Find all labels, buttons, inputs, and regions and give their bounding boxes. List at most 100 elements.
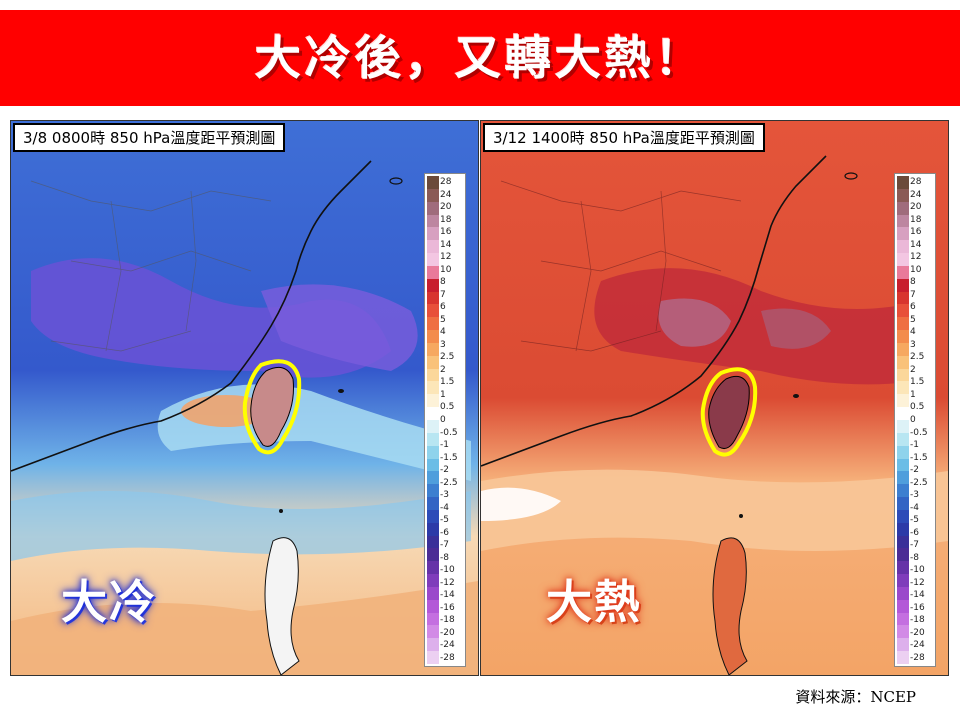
colorbar-tick-label: -7	[440, 540, 449, 551]
colorbar-tick-label: -6	[440, 527, 449, 538]
colorbar-swatch	[897, 214, 909, 228]
colorbar-tick-label: -1	[910, 440, 919, 451]
colorbar-tick-label: -1	[440, 440, 449, 451]
colorbar-swatch	[897, 253, 909, 267]
colorbar-swatch	[427, 638, 439, 652]
colorbar-swatch	[897, 625, 909, 639]
colorbar-tick-label: 1	[440, 389, 446, 400]
colorbar-tick-label: 28	[910, 177, 922, 188]
colorbar-swatch	[897, 509, 909, 524]
colorbar-swatch	[427, 253, 439, 267]
panel-label-cold: 3/8 0800時 850 hPa溫度距平預測圖	[13, 123, 286, 152]
luzon-island	[264, 537, 300, 675]
colorbar-cold: 28 24 20 18 16 14 12 10 8 7 6 5 4 3 2.5 2 1.5 1 0.5 0 -0.5 -1…	[424, 173, 466, 667]
colorbar-tick-label: 1.5	[910, 377, 925, 388]
colorbar-tick-label: -5	[910, 515, 919, 526]
colorbar-swatch	[897, 381, 909, 395]
colorbar-tick-label: -0.5	[440, 427, 458, 438]
colorbar-tick-label: -1.5	[910, 452, 928, 463]
colorbar-swatch	[427, 522, 439, 537]
colorbar-swatches	[897, 176, 909, 665]
colorbar-tick-label: -16	[910, 602, 925, 613]
colorbar-swatch	[427, 471, 439, 485]
colorbar-tick-label: -12	[440, 577, 455, 588]
colorbar-swatch	[897, 497, 909, 511]
colorbar-swatch	[427, 330, 439, 344]
colorbar-swatch	[427, 355, 439, 370]
island-marker	[844, 172, 858, 180]
colorbar-tick-label: -0.5	[910, 427, 928, 438]
colorbar-swatch	[427, 201, 439, 215]
colorbar-tick-label: 14	[440, 239, 452, 250]
colorbar-swatch	[897, 368, 909, 382]
taiwan-island	[250, 366, 294, 447]
peak-warm-region-east	[761, 308, 831, 349]
colorbar-swatch	[427, 458, 439, 472]
island-marker	[279, 509, 283, 513]
colorbar-tick-label: -20	[440, 627, 455, 638]
colorbar-tick-label: -28	[910, 652, 925, 663]
colorbar-tick-label: 2.5	[440, 352, 455, 363]
colorbar-swatch	[897, 586, 909, 601]
island-marker	[793, 394, 799, 398]
colorbar-tick-label: 2.5	[910, 352, 925, 363]
strong-warm-region	[594, 268, 921, 385]
colorbar-swatch	[897, 535, 909, 549]
province-borders	[30, 180, 272, 352]
colorbar-hot: 28 24 20 18 16 14 12 10 8 7 6 5 4 3 2.5 2 1.5 1 0.5 0 -0.5 -1…	[894, 173, 936, 667]
colorbar-tick-label: 0.5	[440, 402, 455, 413]
colorbar-swatch	[897, 484, 909, 498]
colorbar-tick-label: -14	[440, 590, 455, 601]
warm-pocket	[181, 395, 271, 427]
china-coastline	[481, 155, 827, 467]
colorbar-tick-label: 24	[910, 189, 922, 200]
colorbar-swatch	[427, 342, 439, 357]
map-panel-hot: 3/12 1400時 850 hPa溫度距平預測圖 28 24 20 18 16 14 12…	[480, 120, 949, 676]
colorbar-swatch	[427, 497, 439, 511]
province-borders	[500, 180, 742, 352]
colorbar-tick-label: 10	[440, 264, 452, 275]
panel-label-hot: 3/12 1400時 850 hPa溫度距平預測圖	[483, 123, 765, 152]
taiwan-island	[708, 375, 750, 450]
colorbar-tick-label: 3	[440, 339, 446, 350]
colorbar-tick-label: -10	[440, 565, 455, 576]
colorbar-tick-label: 8	[910, 277, 916, 288]
colorbar-tick-label: -12	[910, 577, 925, 588]
colorbar-swatch	[897, 188, 909, 203]
colorbar-swatch	[897, 394, 909, 408]
island-marker	[389, 177, 403, 185]
colorbar-swatch	[427, 188, 439, 203]
china-coastline	[11, 160, 372, 472]
colorbar-swatch	[427, 265, 439, 280]
colorbar-swatch	[427, 625, 439, 639]
colorbar-tick-label: -18	[910, 615, 925, 626]
colorbar-tick-label: 5	[440, 314, 446, 325]
colorbar-swatch	[427, 586, 439, 601]
anomaly-map-hot	[481, 121, 948, 675]
hot-caption: 大熱	[546, 575, 642, 629]
colorbar-swatch	[427, 394, 439, 408]
cold-caption: 大冷	[61, 575, 157, 629]
colorbar-swatch	[427, 214, 439, 228]
colorbar-swatch	[427, 227, 439, 241]
colorbar-swatch	[897, 651, 909, 665]
colorbar-swatch	[427, 432, 439, 447]
colorbar-swatch	[897, 342, 909, 357]
colorbar-tick-label: -18	[440, 615, 455, 626]
colorbar-swatch	[427, 651, 439, 665]
colorbar-tick-label: -14	[910, 590, 925, 601]
colorbar-tick-label: 12	[910, 252, 922, 263]
mild-warm-band	[481, 469, 948, 551]
deep-cold-region-east	[261, 284, 418, 371]
colorbar-swatch	[897, 432, 909, 447]
colorbar-tick-label: 8	[440, 277, 446, 288]
colorbar-tick-label: -5	[440, 515, 449, 526]
colorbar-tick-label: 6	[910, 302, 916, 313]
colorbar-swatch	[427, 291, 439, 305]
anomaly-map-cold	[11, 121, 478, 675]
colorbar-swatch	[427, 176, 439, 190]
colorbar-swatches	[427, 176, 439, 665]
colorbar-swatch	[897, 561, 909, 575]
colorbar-tick-label: 18	[440, 214, 452, 225]
cold-mid-band	[11, 491, 471, 561]
